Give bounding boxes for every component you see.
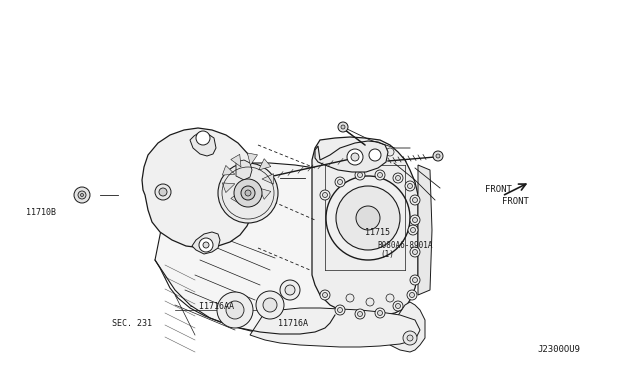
Circle shape: [203, 242, 209, 248]
Circle shape: [358, 173, 362, 177]
Polygon shape: [247, 153, 257, 165]
Circle shape: [234, 179, 262, 207]
Text: J2300OU9: J2300OU9: [538, 345, 580, 354]
Circle shape: [396, 304, 401, 308]
Circle shape: [410, 247, 420, 257]
Polygon shape: [259, 159, 271, 170]
Circle shape: [337, 308, 342, 312]
Text: - I1716AA: - I1716AA: [189, 302, 234, 311]
Polygon shape: [142, 128, 257, 248]
Circle shape: [78, 191, 86, 199]
Circle shape: [378, 173, 383, 177]
Circle shape: [355, 309, 365, 319]
Circle shape: [346, 151, 354, 159]
Text: SEC. 231: SEC. 231: [112, 319, 152, 328]
Circle shape: [336, 186, 400, 250]
Text: (1): (1): [381, 250, 395, 259]
Circle shape: [351, 153, 359, 161]
Circle shape: [405, 181, 415, 191]
Polygon shape: [192, 232, 220, 254]
Circle shape: [335, 177, 345, 187]
Circle shape: [338, 122, 348, 132]
Circle shape: [393, 173, 403, 183]
Circle shape: [241, 186, 255, 200]
Circle shape: [407, 335, 413, 341]
Circle shape: [217, 292, 253, 328]
Circle shape: [74, 187, 90, 203]
Circle shape: [356, 206, 380, 230]
Circle shape: [410, 215, 420, 225]
Circle shape: [245, 190, 251, 196]
Circle shape: [366, 144, 374, 152]
Circle shape: [408, 225, 418, 235]
Circle shape: [408, 183, 413, 189]
Circle shape: [196, 131, 210, 145]
Circle shape: [358, 311, 362, 317]
Circle shape: [280, 280, 300, 300]
Circle shape: [347, 149, 363, 165]
Polygon shape: [190, 132, 216, 156]
Polygon shape: [418, 165, 432, 295]
Text: FRONT: FRONT: [502, 198, 529, 206]
Circle shape: [81, 193, 83, 196]
Polygon shape: [231, 191, 241, 203]
Polygon shape: [250, 308, 420, 347]
Polygon shape: [231, 154, 241, 167]
Circle shape: [346, 294, 354, 302]
Circle shape: [413, 278, 417, 282]
Circle shape: [393, 301, 403, 311]
Circle shape: [335, 305, 345, 315]
Circle shape: [155, 184, 171, 200]
Text: FRONT: FRONT: [485, 185, 512, 194]
Circle shape: [285, 285, 295, 295]
Circle shape: [407, 290, 417, 300]
Circle shape: [386, 294, 394, 302]
Circle shape: [378, 311, 383, 315]
Text: B080A6-8901A: B080A6-8901A: [378, 241, 433, 250]
Text: 11716A: 11716A: [278, 319, 308, 328]
Circle shape: [199, 238, 213, 252]
Polygon shape: [312, 137, 418, 316]
Circle shape: [375, 308, 385, 318]
Circle shape: [366, 298, 374, 306]
Circle shape: [218, 163, 278, 223]
Circle shape: [226, 301, 244, 319]
Circle shape: [386, 148, 394, 156]
Polygon shape: [222, 183, 235, 193]
Circle shape: [413, 250, 417, 254]
Circle shape: [369, 149, 381, 161]
Circle shape: [410, 292, 415, 298]
Polygon shape: [247, 193, 257, 205]
Circle shape: [410, 195, 420, 205]
Circle shape: [323, 292, 328, 298]
Circle shape: [159, 188, 167, 196]
Circle shape: [320, 290, 330, 300]
Circle shape: [413, 198, 417, 202]
Circle shape: [341, 125, 345, 129]
Circle shape: [323, 192, 328, 198]
Circle shape: [396, 176, 401, 180]
Circle shape: [436, 154, 440, 158]
Circle shape: [256, 291, 284, 319]
Text: 11710B: 11710B: [26, 208, 56, 217]
Polygon shape: [259, 188, 271, 199]
Circle shape: [320, 190, 330, 200]
Polygon shape: [315, 141, 388, 172]
Circle shape: [403, 331, 417, 345]
Circle shape: [410, 228, 415, 232]
Polygon shape: [222, 166, 235, 175]
Circle shape: [375, 170, 385, 180]
Polygon shape: [236, 160, 252, 180]
Polygon shape: [155, 163, 405, 336]
Circle shape: [263, 298, 277, 312]
Circle shape: [326, 176, 410, 260]
Text: 11715: 11715: [365, 228, 390, 237]
Circle shape: [355, 170, 365, 180]
Circle shape: [337, 180, 342, 185]
Circle shape: [413, 218, 417, 222]
Polygon shape: [262, 174, 273, 184]
Circle shape: [433, 151, 443, 161]
Polygon shape: [380, 302, 425, 352]
Circle shape: [410, 275, 420, 285]
